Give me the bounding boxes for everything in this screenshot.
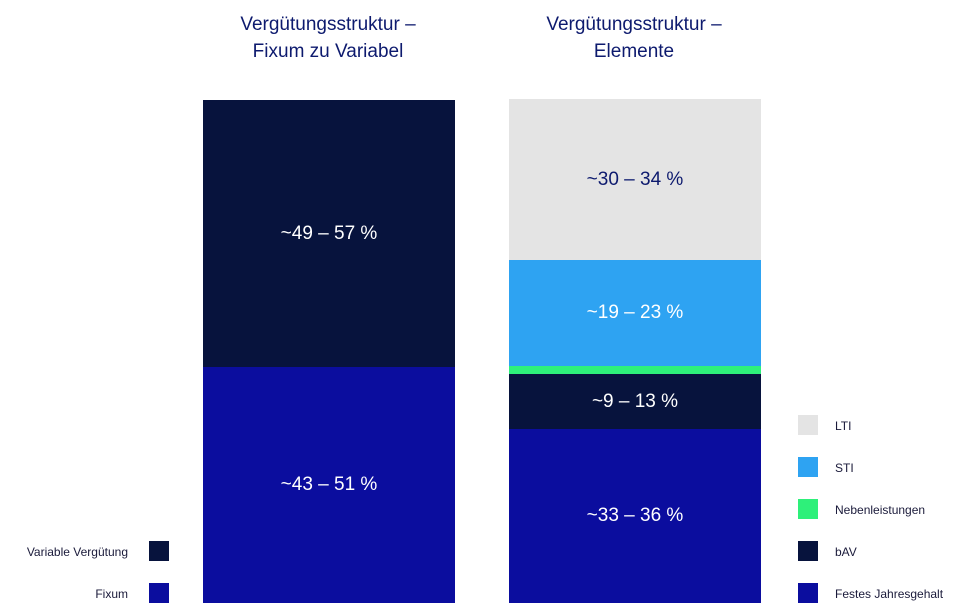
- data-label-sti: ~19 – 23 %: [586, 302, 684, 323]
- legend-swatch-festes-jahresgehalt: [798, 583, 818, 603]
- legend-swatch-fixum: [149, 583, 169, 603]
- data-label-variable-vergütung: ~49 – 57 %: [280, 222, 378, 244]
- legend-swatch-nebenleistungen: [798, 499, 818, 519]
- data-label-fixum: ~43 – 51 %: [280, 474, 378, 495]
- stacked-bar-elemente: ~33 – 36 %~9 – 13 %~1 – 2 %~19 – 23 %~30…: [509, 99, 761, 603]
- legend-label-nebenleistungen: Nebenleistungen: [835, 503, 926, 517]
- bar-segment-nebenleistungen: [509, 366, 761, 374]
- legend-label-lti: LTI: [835, 419, 852, 433]
- bar-segment-variable-vergütung: [203, 100, 455, 367]
- legend-label-fixum: Fixum: [95, 587, 128, 601]
- legend-swatch-bav: [798, 541, 818, 561]
- data-label-festes-jahresgehalt: ~33 – 36 %: [586, 505, 684, 526]
- legend-swatch-variable-vergütung: [149, 541, 169, 561]
- chart-title-line: Vergütungsstruktur –: [240, 14, 416, 35]
- chart-title-line: Vergütungsstruktur –: [546, 14, 722, 35]
- data-label-bav: ~9 – 13 %: [591, 390, 679, 412]
- legend-swatch-sti: [798, 457, 818, 477]
- legend-label-variable-vergütung: Variable Vergütung: [26, 545, 128, 559]
- legend-label-festes-jahresgehalt: Festes Jahresgehalt: [835, 587, 944, 601]
- chart-title-line: Fixum zu Variabel: [252, 41, 404, 62]
- bar-segment-bav: [509, 374, 761, 429]
- stacked-bar-fixum-variabel: ~43 – 51 % ~49 – 57 %: [203, 100, 455, 603]
- legend-swatch-lti: [798, 415, 818, 435]
- bar-segment-fixum: [203, 367, 455, 603]
- chart-title-fixum-variabel: Vergütungsstruktur – Fixum zu Variabel: [188, 11, 468, 65]
- legend-label-bav: bAV: [835, 545, 857, 559]
- chart-title-line: Elemente: [593, 41, 675, 62]
- data-label-lti: ~30 – 34 %: [586, 168, 684, 190]
- bar-segment-lti: [509, 99, 761, 260]
- bar-segment-sti: [509, 260, 761, 366]
- chart-title-elemente: Vergütungsstruktur – Elemente: [494, 11, 774, 65]
- bar-segment-festes-jahresgehalt: [509, 429, 761, 603]
- legend-label-sti: STI: [835, 461, 854, 475]
